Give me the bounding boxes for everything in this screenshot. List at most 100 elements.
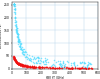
- Point: [86, 65, 88, 67]
- Point: [14, 8, 15, 10]
- Point: [79, 62, 81, 63]
- Point: [17, 63, 19, 64]
- Point: [19, 64, 21, 65]
- Point: [24, 65, 25, 66]
- Point: [15, 62, 17, 63]
- Point: [88, 62, 89, 63]
- Point: [16, 61, 17, 63]
- Point: [41, 67, 43, 68]
- Point: [17, 33, 18, 35]
- Point: [84, 67, 85, 68]
- Point: [33, 66, 34, 68]
- Point: [28, 66, 29, 67]
- Point: [13, 58, 15, 59]
- Point: [60, 60, 61, 61]
- Point: [66, 61, 68, 62]
- Point: [87, 68, 89, 69]
- Point: [16, 29, 18, 30]
- Point: [21, 64, 22, 66]
- Point: [43, 67, 45, 68]
- Point: [84, 67, 86, 68]
- Point: [32, 66, 34, 67]
- Point: [13, 57, 15, 58]
- Point: [15, 60, 17, 62]
- Point: [23, 65, 25, 67]
- Point: [81, 68, 83, 69]
- Point: [83, 62, 85, 63]
- Point: [19, 64, 21, 65]
- Point: [13, 57, 15, 58]
- Point: [19, 63, 20, 64]
- Point: [17, 63, 19, 64]
- Point: [21, 65, 23, 66]
- Point: [13, 57, 15, 58]
- Point: [18, 38, 20, 39]
- Point: [23, 66, 25, 67]
- Point: [13, 57, 15, 58]
- Point: [30, 58, 31, 59]
- Point: [22, 65, 23, 66]
- Point: [14, 8, 15, 10]
- Point: [15, 61, 17, 63]
- Point: [41, 66, 42, 68]
- Point: [15, 61, 17, 62]
- Point: [20, 64, 21, 65]
- Point: [46, 63, 47, 64]
- Point: [16, 62, 17, 63]
- Point: [14, 17, 16, 19]
- Point: [13, 56, 14, 57]
- Point: [49, 67, 51, 69]
- Point: [13, 3, 14, 4]
- Point: [38, 66, 40, 67]
- Point: [53, 67, 54, 68]
- Point: [62, 62, 64, 63]
- Point: [29, 66, 31, 68]
- Point: [20, 63, 21, 65]
- Point: [84, 67, 86, 69]
- Point: [89, 63, 91, 64]
- Point: [23, 54, 25, 55]
- Point: [31, 66, 33, 67]
- Point: [26, 58, 28, 59]
- Point: [14, 60, 16, 61]
- Point: [13, 3, 15, 4]
- Point: [79, 67, 81, 68]
- Point: [38, 58, 39, 59]
- Point: [59, 65, 60, 66]
- Point: [19, 64, 20, 65]
- Point: [17, 63, 19, 64]
- Point: [40, 66, 42, 68]
- Point: [78, 67, 80, 69]
- Point: [16, 36, 18, 38]
- Point: [61, 67, 62, 68]
- Point: [17, 62, 18, 63]
- Point: [65, 67, 66, 69]
- Point: [90, 67, 91, 68]
- Point: [14, 13, 16, 14]
- Point: [32, 67, 34, 68]
- Point: [17, 34, 19, 35]
- Point: [31, 60, 32, 61]
- Point: [13, 3, 15, 4]
- Point: [30, 67, 31, 68]
- Point: [80, 67, 82, 69]
- Point: [25, 56, 27, 58]
- Point: [71, 67, 73, 68]
- Point: [86, 64, 88, 65]
- Point: [24, 65, 26, 66]
- X-axis label: fBV fT (GHz): fBV fT (GHz): [46, 76, 64, 79]
- Point: [45, 67, 46, 68]
- Point: [40, 58, 42, 59]
- Point: [34, 58, 36, 59]
- Point: [34, 66, 35, 67]
- Point: [53, 60, 55, 61]
- Point: [18, 63, 20, 64]
- Point: [14, 59, 16, 60]
- Point: [67, 61, 69, 63]
- Point: [22, 65, 24, 66]
- Point: [15, 60, 16, 61]
- Point: [14, 3, 15, 4]
- Point: [73, 61, 74, 63]
- Point: [65, 64, 66, 65]
- Point: [17, 34, 19, 35]
